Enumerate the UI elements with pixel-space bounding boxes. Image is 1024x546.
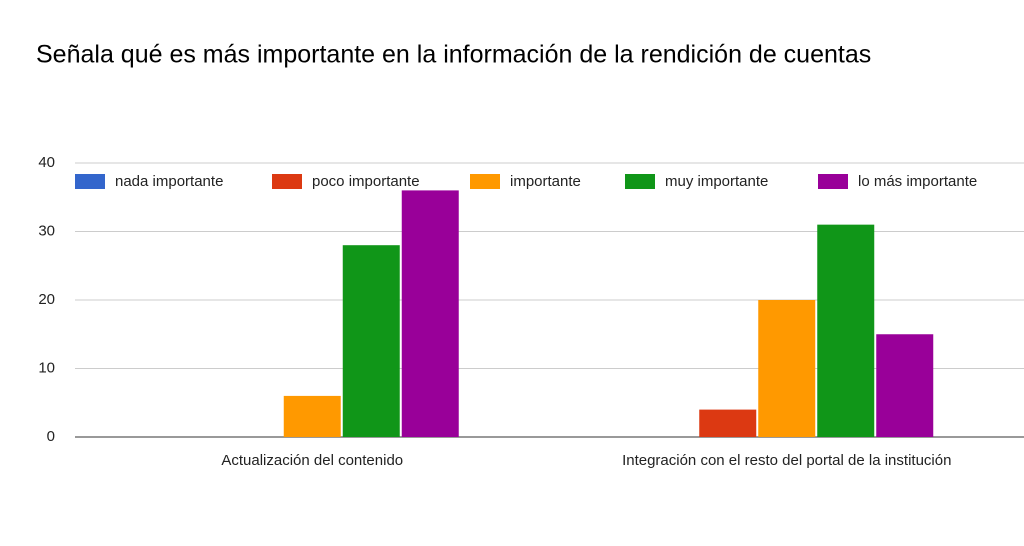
x-tick-label: Actualización del contenido bbox=[221, 452, 403, 469]
chart-title: Señala qué es más importante en la infor… bbox=[36, 41, 871, 69]
legend-swatch bbox=[470, 174, 500, 189]
x-tick-label: Integración con el resto del portal de l… bbox=[622, 452, 951, 469]
legend-label: lo más importante bbox=[858, 173, 977, 190]
legend-swatch bbox=[625, 174, 655, 189]
legend-label: importante bbox=[510, 173, 581, 190]
legend-swatch bbox=[75, 174, 105, 189]
legend-label: nada importante bbox=[115, 173, 223, 190]
y-tick-label: 20 bbox=[38, 291, 55, 308]
legend-swatch bbox=[272, 174, 302, 189]
legend-label: muy importante bbox=[665, 173, 768, 190]
bar bbox=[283, 395, 341, 437]
bar bbox=[817, 224, 875, 437]
legend-swatch bbox=[818, 174, 848, 189]
bar bbox=[401, 190, 459, 437]
legend-label: poco importante bbox=[312, 173, 420, 190]
y-tick-label: 10 bbox=[38, 359, 55, 376]
y-tick-label: 0 bbox=[47, 428, 55, 445]
y-tick-label: 30 bbox=[38, 222, 55, 239]
bar bbox=[758, 300, 816, 437]
y-tick-label: 40 bbox=[38, 154, 55, 171]
bar bbox=[699, 409, 757, 437]
bar bbox=[342, 245, 400, 437]
bar bbox=[876, 334, 934, 437]
